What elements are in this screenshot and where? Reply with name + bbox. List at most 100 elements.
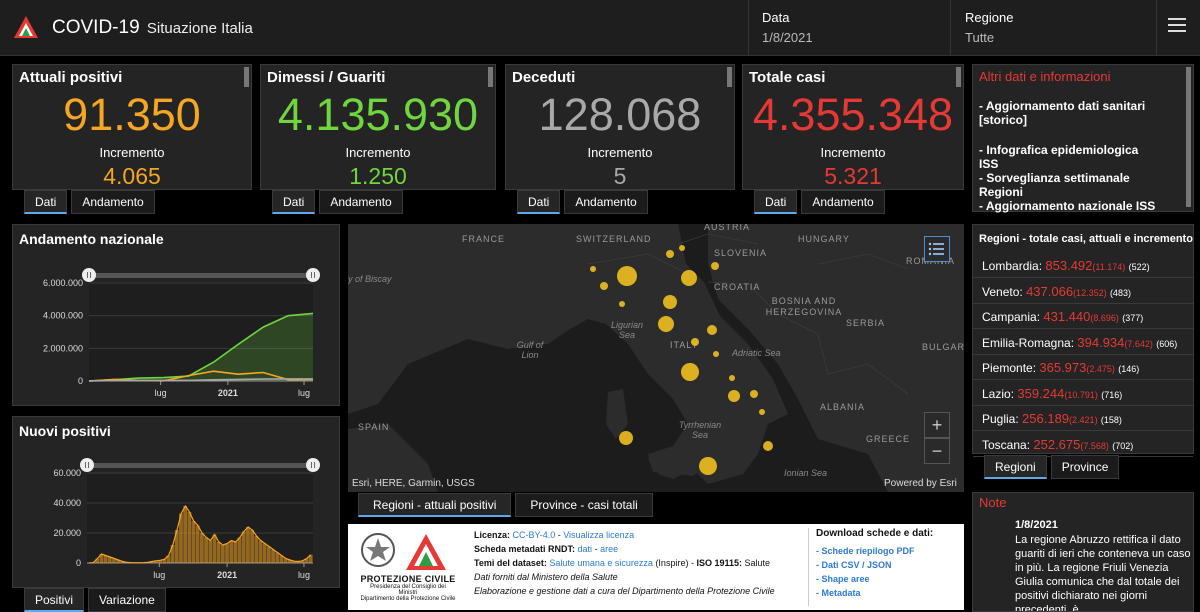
map-point-calabria[interactable] [763, 441, 773, 451]
link-aggiornamento-dati-sanitari[interactable]: - Aggiornamento dati sanitari [storico] [979, 99, 1146, 127]
region-row[interactable]: Toscana: 252.675(7.568) (702) [973, 432, 1193, 457]
map-point-liguria[interactable] [619, 301, 625, 307]
italy-map[interactable]: FRANCE SWITZERLAND AUSTRIA HUNGARY SLOVE… [348, 224, 964, 492]
card-scrollbar[interactable] [727, 67, 732, 87]
card-value: 91.350 [63, 89, 201, 140]
map-point-sardegna[interactable] [619, 431, 633, 445]
bar [258, 540, 263, 563]
tab-variazione[interactable]: Variazione [88, 588, 166, 612]
tab-andamento[interactable]: Andamento [71, 190, 155, 214]
note-title: Note [979, 495, 1007, 510]
map-point-basilicata[interactable] [759, 409, 765, 415]
map-powered-by[interactable]: Powered by Esri [884, 478, 957, 489]
range-slider-start-handle[interactable] [80, 458, 94, 472]
map-point-marche[interactable] [707, 325, 717, 335]
card-scrollbar[interactable] [488, 67, 493, 87]
bar [283, 558, 288, 563]
range-slider-end-handle[interactable] [306, 268, 320, 282]
info-text: Licenza: CC-BY-4.0 - Visualizza licenza … [474, 528, 814, 598]
series-line [88, 312, 314, 382]
card-scrollbar[interactable] [956, 67, 961, 87]
map-point-toscana[interactable] [658, 316, 674, 332]
map-legend-list-icon[interactable] [924, 236, 950, 262]
visualizza-licenza-link[interactable]: Visualizza licenza [563, 530, 635, 540]
zoom-in-button[interactable]: + [924, 412, 950, 438]
map-point-umbria[interactable] [691, 338, 699, 346]
bar [275, 552, 280, 563]
tab-dati[interactable]: Dati [24, 190, 68, 214]
range-slider-start-handle[interactable] [82, 268, 96, 282]
region-value[interactable]: Tutte [965, 30, 995, 45]
download-metadata-link[interactable]: - Metadata [816, 588, 861, 598]
licenza-value-link[interactable]: CC-BY-4.0 [512, 530, 556, 540]
region-total: 394.934 [1077, 334, 1125, 350]
download-dati-csv-link[interactable]: - Dati CSV / JSON [816, 560, 892, 570]
range-slider-track[interactable] [89, 273, 313, 278]
scheda-dati-link[interactable]: dati [577, 544, 593, 554]
link-sorveglianza-regioni[interactable]: - Sorveglianza settimanale Regioni [979, 171, 1130, 199]
card-increment-label: Incremento [99, 145, 165, 160]
range-slider-track[interactable] [87, 463, 313, 468]
tab-regioni[interactable]: Regioni [984, 455, 1047, 479]
map-sea-gulf-of-lion: Gulf of Lion [516, 340, 544, 360]
region-row[interactable]: Veneto: 437.066(12.352) (483) [973, 279, 1193, 304]
bar [208, 540, 213, 563]
map-point-emilia-romagna[interactable] [663, 295, 677, 309]
map-point-lazio[interactable] [681, 363, 699, 381]
regioni-panel: Regioni - totale casi, attuali e increme… [972, 224, 1194, 457]
temi-link[interactable]: Salute umana e sicurezza [549, 558, 653, 568]
region-name: Veneto: [982, 284, 1023, 299]
download-schede-pdf-link[interactable]: - Schede riepilogo PDF [816, 546, 915, 556]
card-scrollbar[interactable] [244, 67, 249, 87]
map-point-sicilia[interactable] [699, 457, 717, 475]
map-point-lombardia[interactable] [617, 266, 637, 286]
card-increment-label: Incremento [820, 145, 886, 160]
tab-province[interactable]: Province [1050, 455, 1120, 479]
map-point-piemonte[interactable] [600, 282, 608, 290]
map-point-molise[interactable] [729, 375, 735, 381]
tab-regioni-attuali-positivi[interactable]: Regioni - attuali positivi [358, 493, 512, 517]
tab-dati[interactable]: Dati [272, 190, 316, 214]
series-area [89, 313, 313, 381]
card-tabs: Dati Andamento [24, 190, 159, 214]
tab-positivi[interactable]: Positivi [24, 588, 85, 612]
zoom-out-button[interactable]: − [924, 438, 950, 464]
link-aggiornamento-iss[interactable]: - Aggiornamento nazionale ISS [979, 199, 1156, 213]
bar [241, 531, 246, 563]
map-point-veneto[interactable] [681, 270, 697, 286]
region-row[interactable]: Puglia: 256.189(2.421) (158) [973, 406, 1193, 431]
card-value: 128.068 [538, 89, 702, 140]
note-panel: Note 1/8/2021 La regione Abruzzo rettifi… [972, 492, 1194, 612]
region-row[interactable]: Emilia-Romagna: 394.934(7.642) (606) [973, 330, 1193, 355]
tab-province-casi-totali[interactable]: Province - casi totali [515, 493, 653, 517]
download-shape-aree-link[interactable]: - Shape aree [816, 574, 870, 584]
map-point-puglia[interactable] [750, 390, 758, 398]
region-attuali: (522) [1128, 262, 1150, 272]
scheda-aree-link[interactable]: aree [600, 544, 619, 554]
region-total: 853.492 [1045, 258, 1093, 273]
tab-andamento[interactable]: Andamento [319, 190, 403, 214]
region-row[interactable]: Piemonte: 365.973(2.475) (146) [973, 355, 1193, 380]
region-row[interactable]: Campania: 431.440(8.696) (377) [973, 304, 1193, 329]
bar [153, 560, 158, 563]
region-row[interactable]: Lombardia: 853.492(11.174) (522) [973, 253, 1193, 278]
link-infografica-iss[interactable]: - Infografica epidemiologica ISS [979, 143, 1139, 171]
tab-dati[interactable]: Dati [517, 190, 561, 214]
map-point-abruzzo[interactable] [713, 351, 719, 357]
map-point-friuli[interactable] [711, 262, 719, 270]
tab-andamento[interactable]: Andamento [801, 190, 885, 214]
range-slider-end-handle[interactable] [306, 458, 320, 472]
region-row[interactable]: Lazio: 359.244(10.791) (716) [973, 381, 1193, 406]
date-value[interactable]: 1/8/2021 [762, 30, 813, 45]
hamburger-menu-icon[interactable] [1168, 18, 1186, 34]
map-point-trentino[interactable] [666, 250, 674, 258]
map-point-valdaosta[interactable] [590, 266, 596, 272]
altri-scrollbar[interactable] [1186, 67, 1191, 207]
bar [212, 534, 217, 563]
tab-dati[interactable]: Dati [754, 190, 798, 214]
tab-andamento[interactable]: Andamento [564, 190, 648, 214]
protezione-civile-logo-icon [14, 16, 38, 38]
map-point-altoadige[interactable] [679, 245, 685, 251]
bar [179, 513, 183, 563]
map-point-campania[interactable] [728, 390, 740, 402]
